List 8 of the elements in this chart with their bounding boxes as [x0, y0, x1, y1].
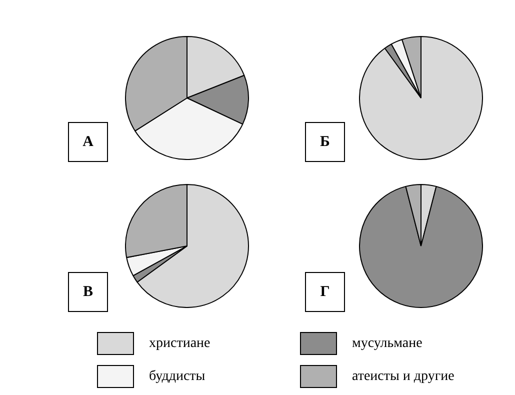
- text: Б: [305, 122, 345, 162]
- legend-label: буддисты: [149, 368, 206, 384]
- text: Г: [305, 272, 345, 312]
- text: В: [68, 272, 108, 312]
- legend-label: атеисты и другие: [352, 368, 454, 384]
- legend-label: христиане: [149, 336, 210, 352]
- text: А: [68, 122, 108, 162]
- legend-label: мусульмане: [352, 336, 422, 352]
